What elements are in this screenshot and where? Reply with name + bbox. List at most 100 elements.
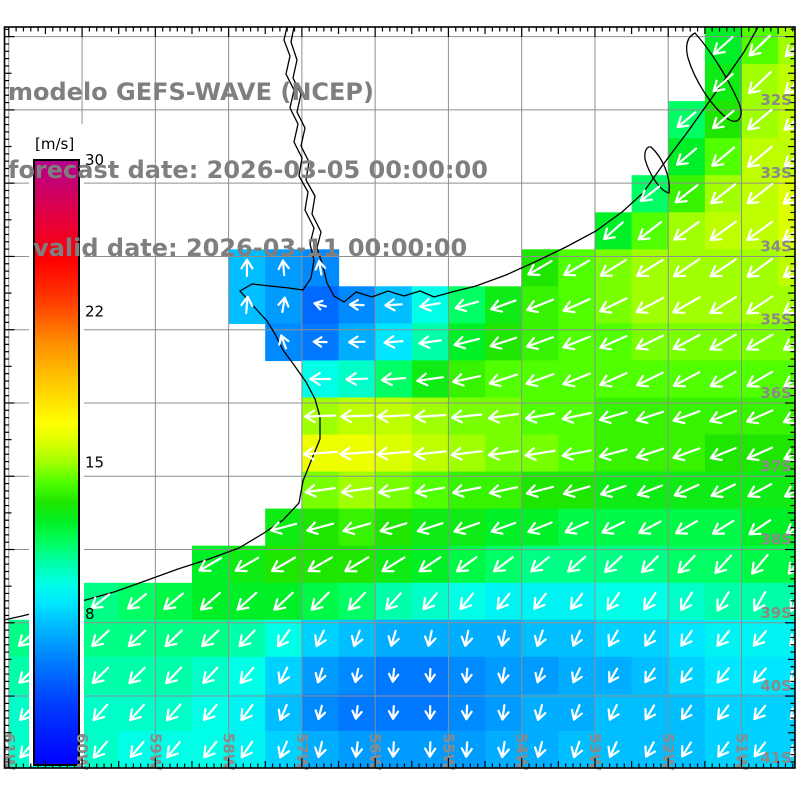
wind-arrow — [673, 220, 700, 241]
wind-arrow — [635, 334, 665, 351]
wind-arrow — [340, 409, 374, 424]
wind-arrow — [644, 630, 657, 647]
wind-arrow — [680, 704, 693, 721]
wind-arrow — [562, 372, 591, 388]
wind-arrow — [746, 295, 774, 315]
wind-cell — [778, 434, 795, 473]
wind-arrow — [782, 192, 795, 205]
wind-arrow — [746, 220, 774, 241]
wind-arrow — [673, 483, 700, 498]
wind-arrow — [783, 448, 795, 462]
wind-arrow — [527, 260, 553, 276]
wind-arrow — [127, 629, 147, 648]
wind-arrow — [570, 740, 584, 759]
wind-arrow — [344, 556, 370, 573]
wind-arrow — [270, 556, 297, 573]
wind-arrow — [677, 554, 696, 574]
wind-arrow — [277, 666, 290, 685]
wind-arrow — [644, 704, 656, 721]
wind-arrow — [488, 373, 518, 388]
wind-arrow — [709, 409, 738, 425]
wind-arrow — [747, 71, 772, 95]
wind-cell — [778, 508, 795, 547]
wind-arrow — [716, 704, 730, 721]
wind-arrow — [607, 704, 620, 721]
wind-arrow — [571, 667, 583, 684]
wind-arrow — [534, 703, 547, 721]
wind-arrow — [608, 667, 620, 684]
wind-arrow — [746, 333, 774, 351]
wind-arrow — [710, 183, 737, 205]
wind-arrow — [452, 373, 482, 387]
wind-arrow — [639, 185, 661, 202]
wind-arrow — [604, 555, 623, 573]
wind-arrow — [240, 295, 254, 315]
wind-arrow — [313, 299, 327, 311]
wind-arrow — [789, 670, 795, 684]
wind-arrow — [387, 667, 400, 683]
wind-arrow — [380, 372, 407, 387]
wind-arrow — [562, 298, 591, 314]
wind-arrow — [598, 410, 628, 424]
wind-arrow — [306, 521, 335, 535]
wind-arrow — [126, 592, 148, 610]
coastline-layer — [4, 27, 759, 621]
wind-arrow — [784, 81, 795, 95]
wind-arrow — [716, 591, 730, 612]
wind-arrow — [455, 556, 478, 573]
lat-label: 37S — [760, 457, 792, 475]
wind-arrow — [240, 703, 254, 722]
wind-arrow — [307, 556, 333, 573]
lat-label: 36S — [760, 384, 792, 402]
wind-arrow — [314, 704, 327, 721]
wind-arrow — [496, 592, 511, 610]
wind-arrow — [422, 592, 438, 611]
wind-arrow — [746, 446, 774, 462]
valid-date-label: valid date: 2026-03-11 00:00:00 — [8, 234, 468, 262]
wind-arrow — [717, 741, 730, 758]
wind-arrow — [310, 591, 330, 611]
lat-label: 41S — [760, 749, 792, 767]
wind-arrow — [199, 592, 221, 611]
wind-arrow — [385, 592, 402, 611]
wind-arrow — [640, 555, 659, 574]
wind-cell — [778, 471, 795, 510]
wind-arrow — [599, 372, 628, 388]
wind-arrow — [747, 108, 773, 131]
wind-arrow — [236, 591, 258, 611]
map-frame — [3, 26, 796, 769]
wind-arrow — [454, 298, 479, 313]
wind-arrow — [351, 705, 363, 720]
wind-arrow — [674, 184, 699, 204]
lon-label: 60W — [73, 733, 91, 771]
wind-arrow — [379, 521, 408, 535]
wind-arrow — [643, 592, 657, 611]
wind-arrow — [714, 554, 733, 574]
wind-arrow — [636, 484, 664, 498]
wind-arrow — [424, 667, 436, 683]
wind-arrow — [789, 707, 795, 720]
wind-arrow — [607, 629, 620, 647]
lon-label: 51W — [733, 733, 751, 771]
wind-arrow — [712, 36, 734, 55]
wind-arrow — [350, 741, 363, 758]
wind-arrow — [203, 740, 218, 759]
wind-arrow — [751, 553, 769, 575]
wind-arrow — [415, 484, 446, 498]
title-block: modelo GEFS-WAVE (NCEP) forecast date: 2… — [8, 27, 488, 313]
wind-arrow — [530, 556, 550, 573]
wind-arrow — [524, 447, 556, 461]
wind-arrow — [783, 375, 795, 388]
wind-arrow — [782, 265, 795, 279]
wind-arrow — [570, 629, 583, 647]
lon-label: 55W — [439, 733, 457, 771]
wind-arrow — [746, 370, 774, 388]
lon-label: 58W — [220, 733, 238, 771]
coastline-west-bank — [4, 27, 321, 621]
wind-arrow — [413, 409, 447, 424]
wind-arrow — [644, 667, 656, 684]
coastline-east-bank — [290, 27, 759, 303]
wind-arrow — [238, 629, 256, 648]
wind-arrow — [240, 740, 254, 759]
